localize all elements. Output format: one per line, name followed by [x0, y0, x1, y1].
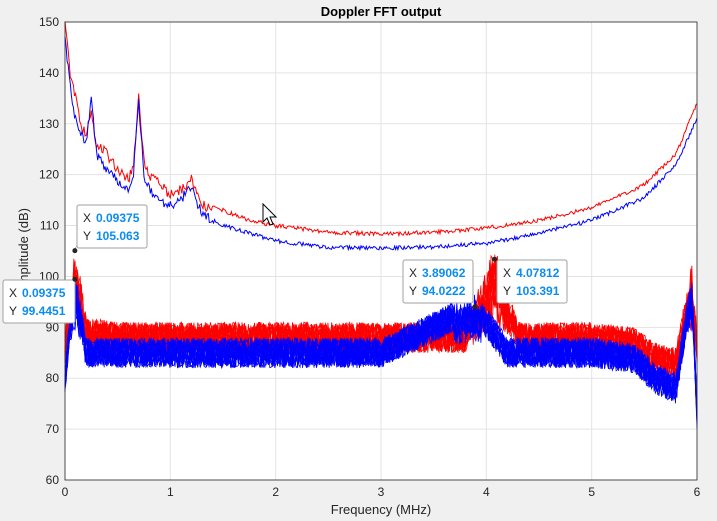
y-tick-label: 60 [46, 473, 60, 487]
datatip-y-value: 105.063 [96, 229, 140, 243]
x-tick-label: 2 [272, 485, 279, 499]
series-lines [64, 21, 698, 429]
datatip-y-label: Y [83, 229, 91, 243]
axes-box [64, 21, 698, 481]
datatip-x-label: X [409, 266, 417, 280]
datatip-x-value: 0.09375 [22, 286, 66, 300]
series-noise-trace [64, 280, 698, 420]
datatip-4[interactable]: X 4.07812 Y 103.391 [496, 259, 568, 304]
y-tick-label: 90 [46, 320, 60, 334]
x-tick-label: 6 [694, 485, 701, 499]
y-tick-label: 140 [39, 66, 59, 80]
datatip-marker[interactable] [72, 248, 78, 254]
datatip-1[interactable]: X 0.09375 Y 105.063 [74, 204, 148, 250]
datatip-x-label: X [9, 286, 17, 300]
y-axis-label: Amplitude (dB) [16, 208, 31, 294]
chart-title: Doppler FFT output [321, 4, 442, 19]
x-tick-label: 0 [62, 485, 69, 499]
x-tick-label: 3 [378, 485, 385, 499]
y-tick-label: 120 [39, 168, 59, 182]
datatip-x-value: 4.07812 [516, 266, 560, 280]
datatip-y-label: Y [409, 284, 417, 298]
datatip-y-value: 103.391 [516, 284, 560, 298]
y-tick-label: 80 [46, 371, 60, 385]
datatip-y-value: 99.4451 [22, 304, 66, 318]
y-tick-label: 110 [40, 219, 59, 233]
series-noise-trace [64, 282, 698, 429]
datatip-3[interactable]: X 3.89062 Y 94.0222 [402, 259, 474, 304]
x-tick-label: 5 [588, 485, 595, 499]
y-tick-label: 130 [39, 117, 59, 131]
datatip-markers [72, 248, 498, 310]
y-tick-label: 70 [46, 422, 60, 436]
x-tick-label: 1 [167, 485, 174, 499]
datatip-y-value: 94.0222 [422, 284, 466, 298]
datatip-x-label: X [503, 266, 511, 280]
datatip-2[interactable]: X 0.09375 Y 99.4451 [2, 279, 76, 324]
datatip-marker[interactable] [472, 304, 478, 310]
x-tick-label: 4 [483, 485, 490, 499]
datatip-marker[interactable] [492, 256, 498, 262]
series-noise-trace [64, 268, 698, 373]
datatip-x-value: 0.09375 [96, 211, 140, 225]
datatip-x-value: 3.89062 [422, 266, 466, 280]
datatip-y-label: Y [503, 284, 511, 298]
series-upper-curve [64, 21, 698, 238]
series-upper-curve [64, 36, 698, 252]
y-tick-label: 150 [39, 15, 59, 29]
datatip-marker[interactable] [72, 276, 78, 282]
x-axis-label: Frequency (MHz) [331, 502, 431, 517]
datatip-y-label: Y [9, 304, 17, 318]
mouse-cursor-icon [262, 202, 278, 226]
datatip-x-label: X [83, 211, 91, 225]
